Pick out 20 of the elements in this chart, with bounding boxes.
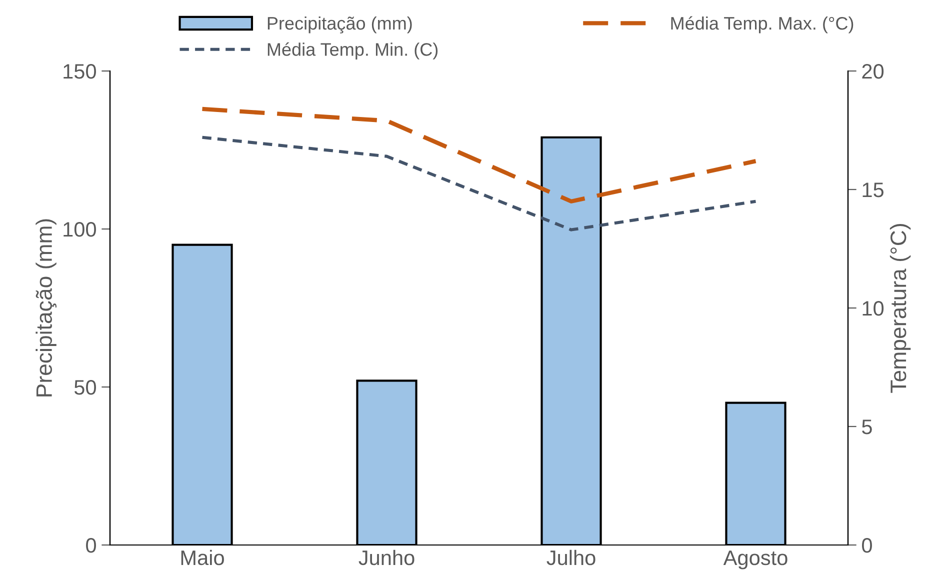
y2-tick-label: 5	[862, 420, 872, 434]
x-tick-label: Agosto	[723, 550, 788, 570]
x-tick-label: Julho	[546, 550, 596, 566]
y-tick-label: 0	[86, 538, 96, 553]
x-tick-label: Maio	[181, 550, 224, 566]
y2-axis-title: Temperatura (°C)	[890, 224, 911, 393]
x-tick-label: Junho	[358, 550, 414, 566]
y2-tick-label: 15	[862, 182, 884, 198]
y2-tick-label: 10	[862, 301, 884, 316]
y2-tick-label: 20	[862, 64, 884, 79]
y-axis-title: Precipitação (mm)	[36, 219, 56, 396]
y-tick-label: 100	[64, 222, 96, 237]
legend-label: Média Temp. Max. (°C)	[671, 16, 854, 34]
legend-label: Média Temp. Min. (C)	[268, 42, 438, 60]
y2-tick-label: 0	[862, 538, 872, 553]
legend-label: Precipitação (mm)	[268, 16, 412, 34]
line-series	[200, 136, 758, 232]
y-tick-label: 150	[64, 64, 96, 79]
line-series	[200, 106, 758, 204]
y-tick-label: 50	[74, 380, 96, 395]
